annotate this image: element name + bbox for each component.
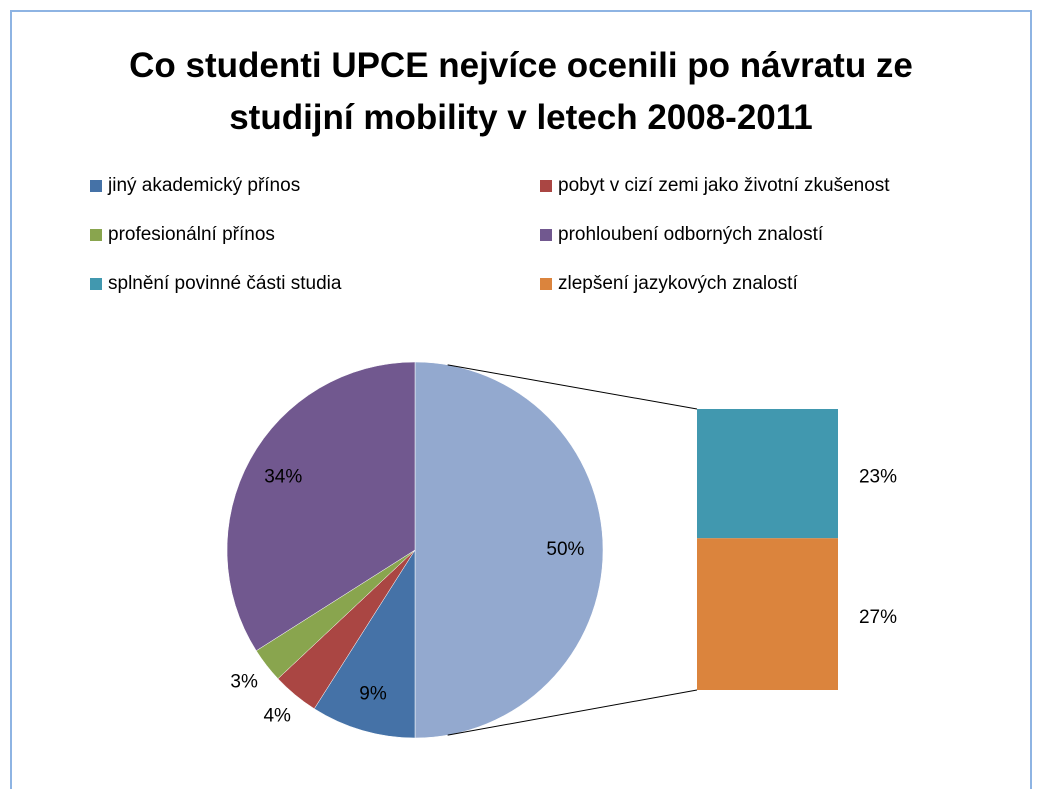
legend-label: profesionální přínos: [108, 224, 275, 245]
legend-label: prohloubení odborných znalostí: [558, 224, 824, 245]
data-label: 9%: [359, 683, 387, 704]
data-label: 23%: [859, 467, 897, 488]
pie-slice: [226, 361, 416, 652]
connector-line: [447, 689, 698, 736]
data-label: 27%: [859, 607, 897, 628]
legend-marker: [540, 229, 552, 241]
legend-label: jiný akademický přínos: [107, 175, 300, 196]
data-label: 50%: [546, 539, 584, 560]
data-label: 3%: [230, 672, 258, 693]
legend-label: pobyt v cizí zemi jako životní zkušenost: [558, 175, 890, 196]
legend-label: splnění povinné části studia: [108, 273, 342, 294]
bar-segment: [697, 538, 838, 690]
legend-marker: [540, 180, 552, 192]
legend-marker: [90, 229, 102, 241]
legend-marker: [90, 180, 102, 192]
bar-segment: [697, 409, 838, 539]
data-label: 34%: [264, 467, 302, 488]
data-label: 4%: [263, 706, 291, 727]
connector-line: [447, 364, 698, 410]
pie-slice-other: [414, 361, 604, 739]
legend-marker: [540, 278, 552, 290]
legend-marker: [90, 278, 102, 290]
legend-label: zlepšení jazykových znalostí: [558, 273, 798, 294]
chart-title: Co studenti UPCE nejvíce ocenili po návr…: [129, 46, 913, 137]
pie-slice: [313, 549, 416, 739]
frame: [10, 10, 1032, 789]
